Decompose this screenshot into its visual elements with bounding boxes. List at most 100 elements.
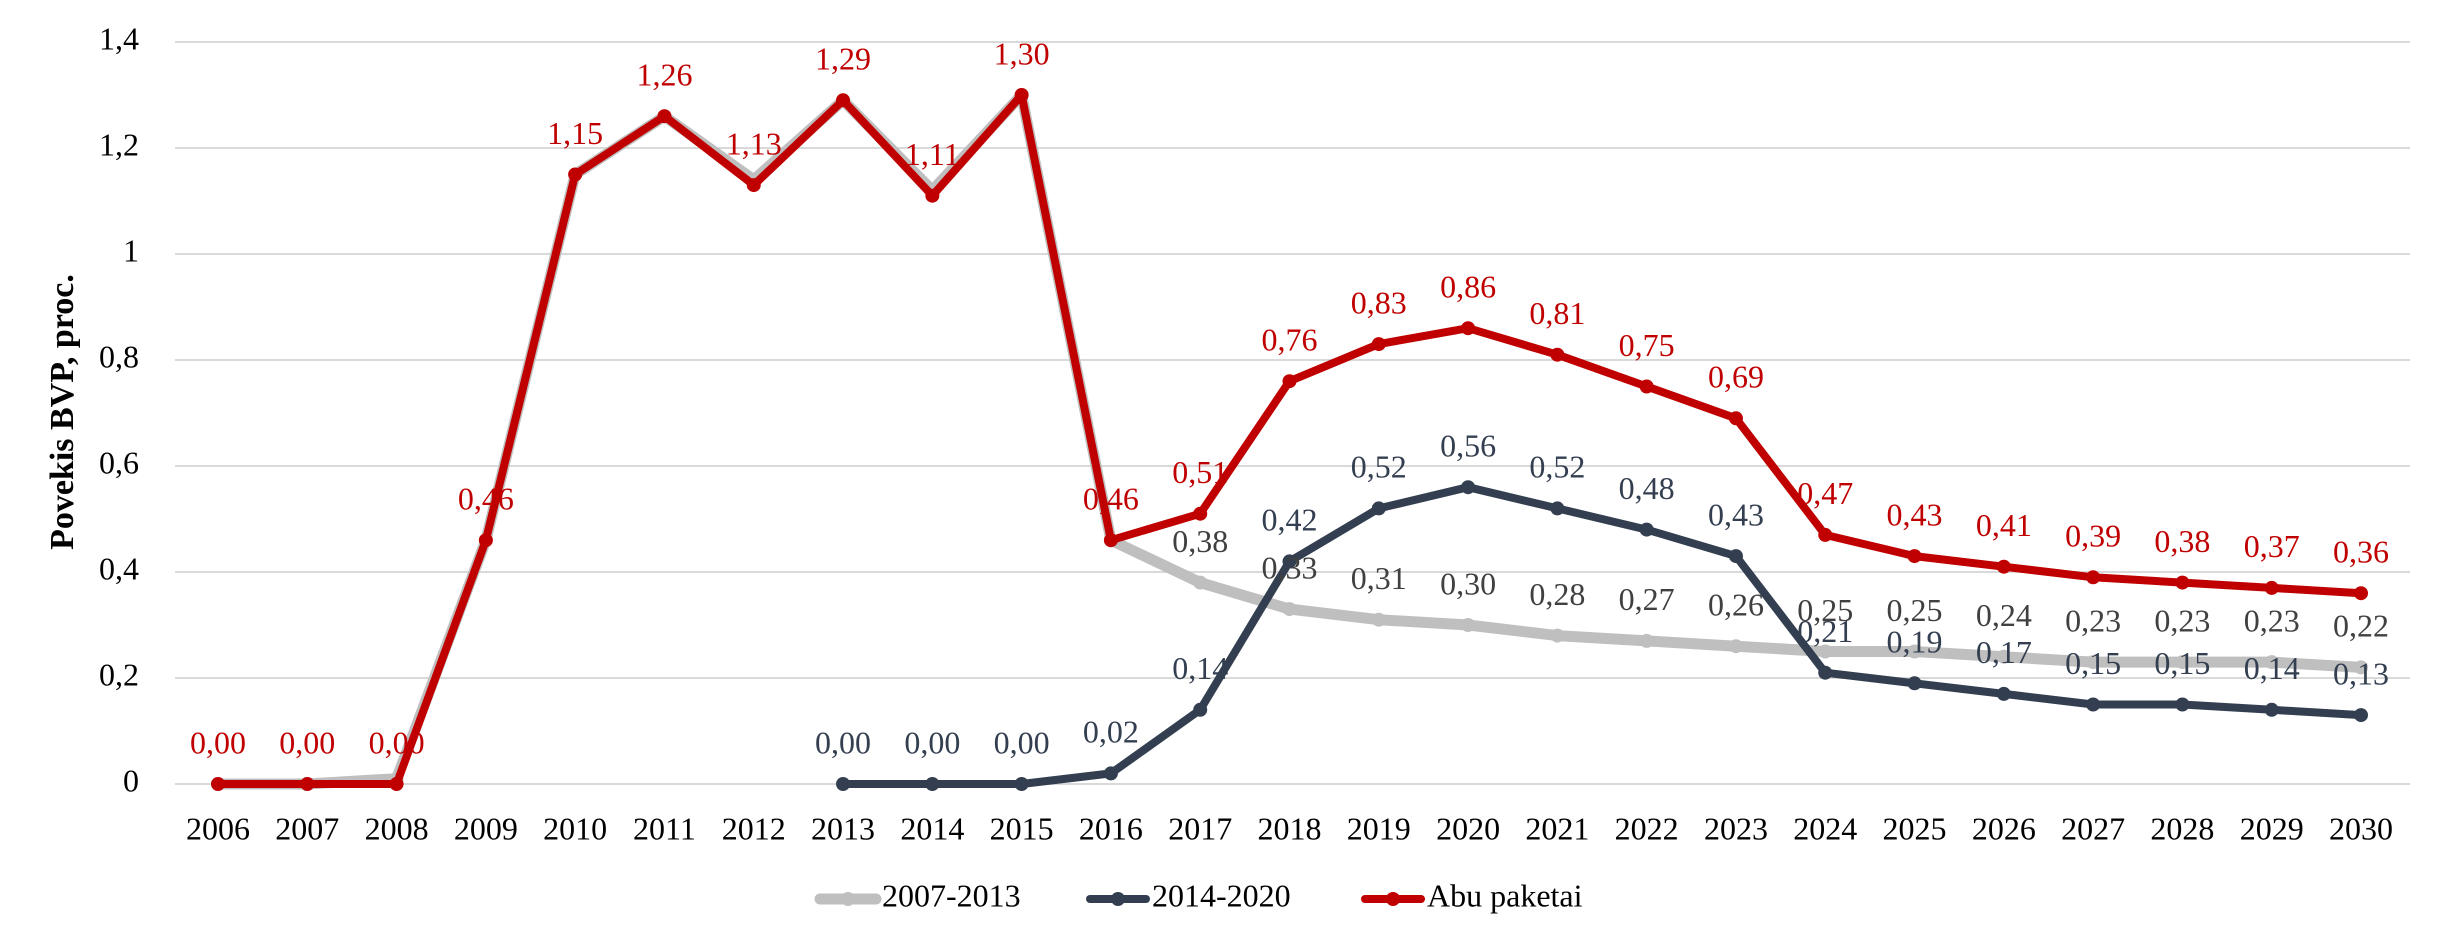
y-tick-label: 0,2 (99, 656, 139, 692)
data-label: 0,25 (1887, 592, 1943, 628)
data-label: 0,37 (2244, 528, 2300, 564)
marker (1282, 374, 1297, 389)
data-label: 0,33 (1262, 549, 1318, 585)
data-label: 0,39 (2065, 518, 2121, 554)
data-label: 0,00 (904, 724, 960, 760)
marker (1818, 644, 1833, 659)
marker (300, 777, 315, 791)
data-label: 0,00 (279, 724, 335, 760)
x-tick-label: 2025 (1883, 810, 1947, 846)
marker (1193, 506, 1208, 521)
data-label: 0,43 (1708, 496, 1764, 532)
y-tick-label: 1,4 (99, 20, 139, 56)
x-tick-label: 2030 (2329, 810, 2393, 846)
marker (2354, 660, 2368, 675)
data-label: 0,30 (1440, 565, 1496, 601)
data-label: 0,27 (1619, 581, 1675, 617)
x-tick-label: 2024 (1793, 810, 1857, 846)
data-label: 0,52 (1351, 449, 1407, 485)
data-label: 0,36 (2333, 534, 2389, 570)
x-tick-label: 2027 (2061, 810, 2125, 846)
marker (2086, 570, 2101, 585)
data-label: 1,26 (636, 57, 692, 93)
x-tick-label: 2016 (1079, 810, 1143, 846)
data-label: 0,46 (1083, 481, 1139, 517)
data-label: 0,24 (1976, 597, 2032, 633)
data-label: 0,14 (1172, 650, 1228, 686)
marker (2354, 586, 2368, 601)
data-label: 0,86 (1440, 269, 1496, 305)
data-label: 0,26 (1708, 587, 1764, 623)
marker (657, 109, 672, 124)
data-label: 0,31 (1351, 560, 1407, 596)
data-label: 0,42 (1262, 502, 1318, 538)
x-tick-label: 2029 (2240, 810, 2304, 846)
marker (2354, 708, 2368, 723)
marker (1996, 559, 2011, 574)
x-tick-label: 2020 (1436, 810, 1500, 846)
data-label: 0,23 (2244, 602, 2300, 638)
x-tick-label: 2023 (1704, 810, 1768, 846)
marker (1550, 501, 1565, 516)
marker (1639, 522, 1654, 537)
marker (1371, 612, 1386, 627)
data-label: 0,38 (1172, 523, 1228, 559)
data-label: 0,52 (1529, 449, 1585, 485)
marker (1728, 549, 1743, 564)
legend-label: 2007-2013 (882, 877, 1021, 913)
x-tick-label: 2006 (186, 810, 250, 846)
marker (2264, 655, 2279, 670)
marker (1193, 702, 1208, 717)
data-label: 0,19 (1887, 624, 1943, 660)
data-label: 0,69 (1708, 359, 1764, 395)
marker (1103, 766, 1118, 781)
x-tick-label: 2015 (990, 810, 1054, 846)
marker (1550, 628, 1565, 643)
marker (2264, 702, 2279, 717)
data-label: 0,14 (2244, 650, 2300, 686)
marker (568, 167, 583, 182)
x-tick-label: 2008 (365, 810, 429, 846)
data-label: 1,15 (547, 115, 603, 151)
x-tick-label: 2012 (722, 810, 786, 846)
data-label: 0,22 (2333, 608, 2389, 644)
x-tick-label: 2014 (900, 810, 964, 846)
series-line (839, 483, 2365, 788)
legend-label: Abu paketai (1427, 877, 1583, 913)
data-label: 0,00 (994, 724, 1050, 760)
data-label: 0,56 (1440, 428, 1496, 464)
marker (478, 533, 493, 548)
marker (1371, 501, 1386, 516)
marker (1014, 777, 1029, 791)
marker (2264, 580, 2279, 595)
legend-label: 2014-2020 (1152, 877, 1291, 913)
marker (1639, 633, 1654, 648)
data-label: 0,15 (2154, 645, 2210, 681)
x-tick-label: 2018 (1258, 810, 1322, 846)
data-label: 0,21 (1797, 613, 1853, 649)
legend-marker (841, 892, 855, 906)
marker (1907, 549, 1922, 564)
x-tick-label: 2010 (543, 810, 607, 846)
marker (1461, 480, 1476, 495)
data-label: 0,48 (1619, 470, 1675, 506)
y-tick-label: 1 (123, 232, 139, 268)
data-label: 0,43 (1887, 496, 1943, 532)
x-tick-label: 2011 (633, 810, 696, 846)
legend-marker (1111, 892, 1125, 906)
x-tick-label: 2007 (275, 810, 339, 846)
marker (1282, 602, 1297, 617)
marker (1907, 644, 1922, 659)
legend-marker (1386, 892, 1400, 906)
data-label: 0,23 (2154, 602, 2210, 638)
marker (2175, 575, 2190, 590)
marker (836, 777, 851, 791)
y-tick-label: 0,8 (99, 338, 139, 374)
marker (1907, 676, 1922, 691)
data-label: 0,81 (1529, 295, 1585, 331)
data-label: 0,76 (1262, 322, 1318, 358)
marker (1818, 665, 1833, 680)
marker (1371, 337, 1386, 352)
data-label: 1,30 (994, 35, 1050, 71)
